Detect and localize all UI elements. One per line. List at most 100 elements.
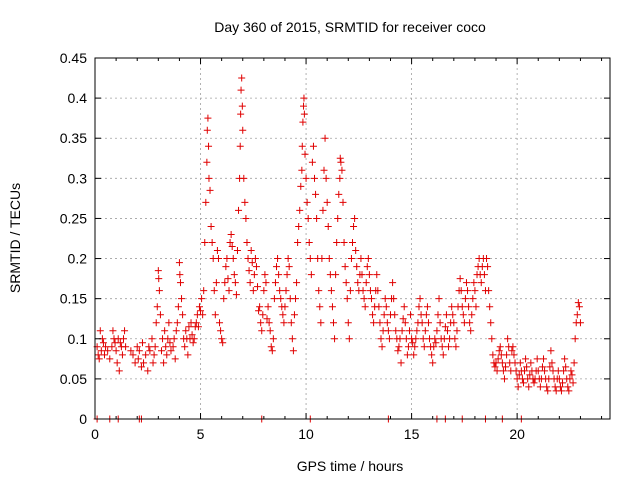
data-point [289, 347, 297, 355]
data-point [207, 222, 215, 230]
data-point [150, 351, 158, 359]
data-point [339, 198, 347, 206]
data-point [361, 303, 369, 311]
data-point [113, 359, 121, 367]
data-point [424, 319, 432, 327]
data-point [300, 110, 308, 118]
data-point [332, 271, 340, 279]
data-point [285, 263, 293, 271]
data-point [194, 323, 202, 331]
data-point [240, 174, 248, 182]
data-point [102, 343, 110, 351]
data-point [260, 287, 268, 295]
data-point [382, 303, 390, 311]
data-point [165, 319, 173, 327]
data-point [526, 371, 534, 379]
data-point [311, 174, 319, 182]
plot-border [94, 57, 611, 420]
y-tick-label: 0.25 [60, 210, 87, 226]
data-point [201, 239, 209, 247]
data-point [245, 267, 253, 275]
data-point [510, 351, 518, 359]
data-point [435, 295, 443, 303]
data-point [216, 319, 224, 327]
data-point [181, 343, 189, 351]
data-point [156, 311, 164, 319]
data-point [391, 311, 399, 319]
data-point [176, 271, 184, 279]
data-point [218, 335, 226, 343]
data-point [574, 299, 582, 307]
data-point [316, 303, 324, 311]
data-point [148, 335, 156, 343]
data-point [228, 243, 236, 251]
data-point [231, 279, 239, 287]
data-point [239, 126, 247, 134]
data-point [509, 343, 517, 351]
data-point [421, 327, 429, 335]
data-point [394, 347, 402, 355]
data-point [254, 283, 262, 291]
data-point [538, 363, 546, 371]
data-point [298, 142, 306, 150]
data-point [208, 239, 216, 247]
data-point [206, 186, 214, 194]
data-point [533, 355, 541, 363]
data-point [296, 206, 304, 214]
data-point [543, 383, 551, 391]
data-point [319, 206, 327, 214]
data-point [333, 239, 341, 247]
data-point [320, 166, 328, 174]
data-point [322, 174, 330, 182]
data-point [420, 343, 428, 351]
data-point [350, 222, 358, 230]
data-point [560, 367, 568, 375]
data-point [536, 383, 544, 391]
data-point [354, 279, 362, 287]
data-point [226, 239, 234, 247]
data-point [443, 327, 451, 335]
data-point [364, 255, 372, 263]
data-point [428, 351, 436, 359]
data-point [423, 303, 431, 311]
data-point [122, 343, 130, 351]
data-point [484, 263, 492, 271]
data-point [341, 263, 349, 271]
data-point [179, 311, 187, 319]
data-point [131, 359, 139, 367]
data-point [203, 158, 211, 166]
data-point [534, 367, 542, 375]
data-point [519, 379, 527, 387]
data-point [449, 311, 457, 319]
data-point [464, 287, 472, 295]
data-point [263, 315, 271, 323]
data-point [362, 279, 370, 287]
data-point [308, 158, 316, 166]
data-point [466, 319, 474, 327]
data-point [541, 367, 549, 375]
data-point [280, 319, 288, 327]
data-point [377, 335, 385, 343]
data-point [227, 230, 235, 238]
data-point [564, 383, 572, 391]
data-point [232, 291, 240, 299]
data-point [178, 295, 186, 303]
data-point [312, 190, 320, 198]
data-point [546, 363, 554, 371]
data-point [457, 287, 465, 295]
data-point [213, 247, 221, 255]
data-point [166, 339, 174, 347]
data-point [346, 287, 354, 295]
data-point [224, 275, 232, 283]
data-point [268, 347, 276, 355]
data-point [276, 287, 284, 295]
data-point [247, 247, 255, 255]
data-point [530, 379, 538, 387]
data-point [155, 287, 163, 295]
data-point [169, 343, 177, 351]
data-point [547, 347, 555, 355]
data-point [315, 287, 323, 295]
data-point [192, 319, 200, 327]
data-point [383, 319, 391, 327]
data-point [279, 311, 287, 319]
